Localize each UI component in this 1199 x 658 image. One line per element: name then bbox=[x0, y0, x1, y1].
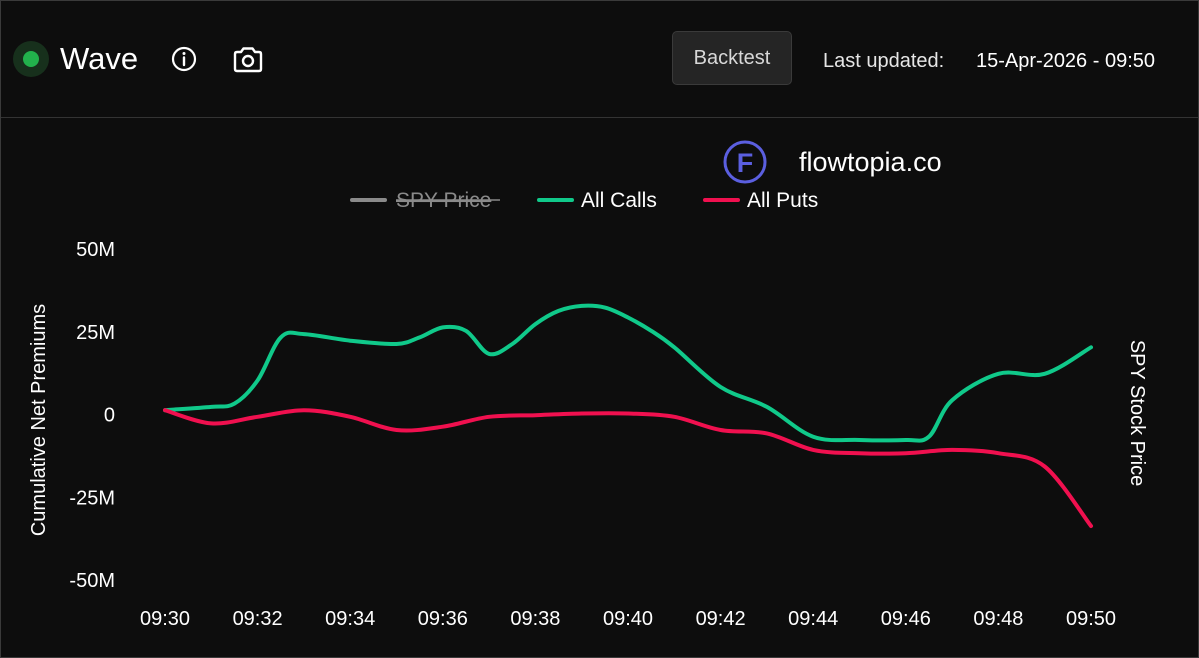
y-tick-label: 25M bbox=[76, 322, 115, 344]
info-button[interactable] bbox=[169, 44, 199, 74]
legend-all-puts[interactable]: All Puts bbox=[703, 189, 818, 212]
legend-label-all-calls: All Calls bbox=[581, 189, 657, 212]
y-axis-ticks: 50M 25M 0 -25M -50M bbox=[69, 239, 115, 592]
x-tick-label: 09:40 bbox=[603, 608, 653, 630]
x-tick-label: 09:42 bbox=[696, 608, 746, 630]
x-tick-label: 09:50 bbox=[1066, 608, 1116, 630]
x-tick-label: 09:36 bbox=[418, 608, 468, 630]
series-line-all-calls[interactable] bbox=[163, 303, 1093, 443]
x-tick-label: 09:30 bbox=[140, 608, 190, 630]
y-tick-label: -50M bbox=[69, 570, 115, 592]
x-tick-label: 09:34 bbox=[325, 608, 375, 630]
watermark-text: flowtopia.co bbox=[799, 147, 942, 177]
y-tick-label: 0 bbox=[104, 405, 115, 427]
legend-label-all-puts: All Puts bbox=[747, 189, 818, 212]
x-tick-label: 09:44 bbox=[788, 608, 838, 630]
y-axis-title: Cumulative Net Premiums bbox=[28, 304, 50, 536]
x-tick-label: 09:38 bbox=[510, 608, 560, 630]
x-tick-label: 09:46 bbox=[881, 608, 931, 630]
backtest-button[interactable]: Backtest bbox=[672, 31, 792, 85]
legend-spy-price[interactable]: SPY Price bbox=[350, 189, 500, 212]
logo-letter: F bbox=[737, 148, 754, 178]
series-lines bbox=[163, 303, 1093, 528]
x-tick-label: 09:48 bbox=[973, 608, 1023, 630]
last-updated-value: 15-Apr-2026 - 09:50 bbox=[976, 50, 1156, 72]
legend-all-calls[interactable]: All Calls bbox=[537, 189, 657, 212]
x-axis-ticks: 09:30 09:32 09:34 09:36 09:38 09:40 09:42 09:44… bbox=[140, 608, 1116, 630]
camera-icon bbox=[233, 47, 263, 73]
header: Wave Backtest Last updated: 15-Apr-2026 … bbox=[1, 1, 1198, 118]
y-axis-right-title: SPY Stock Price bbox=[1126, 340, 1148, 486]
series-line-all-puts[interactable] bbox=[163, 408, 1093, 528]
premium-flow-chart: F flowtopia.co SPY Price All Calls All P… bbox=[28, 140, 1148, 630]
last-updated-label: Last updated: bbox=[823, 50, 945, 72]
live-status-indicator bbox=[13, 41, 49, 77]
screenshot-button[interactable] bbox=[231, 44, 265, 74]
info-icon bbox=[171, 46, 197, 72]
x-tick-label: 09:32 bbox=[233, 608, 283, 630]
y-tick-label: 50M bbox=[76, 239, 115, 261]
flowtopia-logo: F bbox=[723, 140, 767, 184]
status-dot-icon bbox=[23, 51, 39, 67]
y-tick-label: -25M bbox=[69, 487, 115, 509]
widget-title: Wave bbox=[60, 41, 139, 76]
